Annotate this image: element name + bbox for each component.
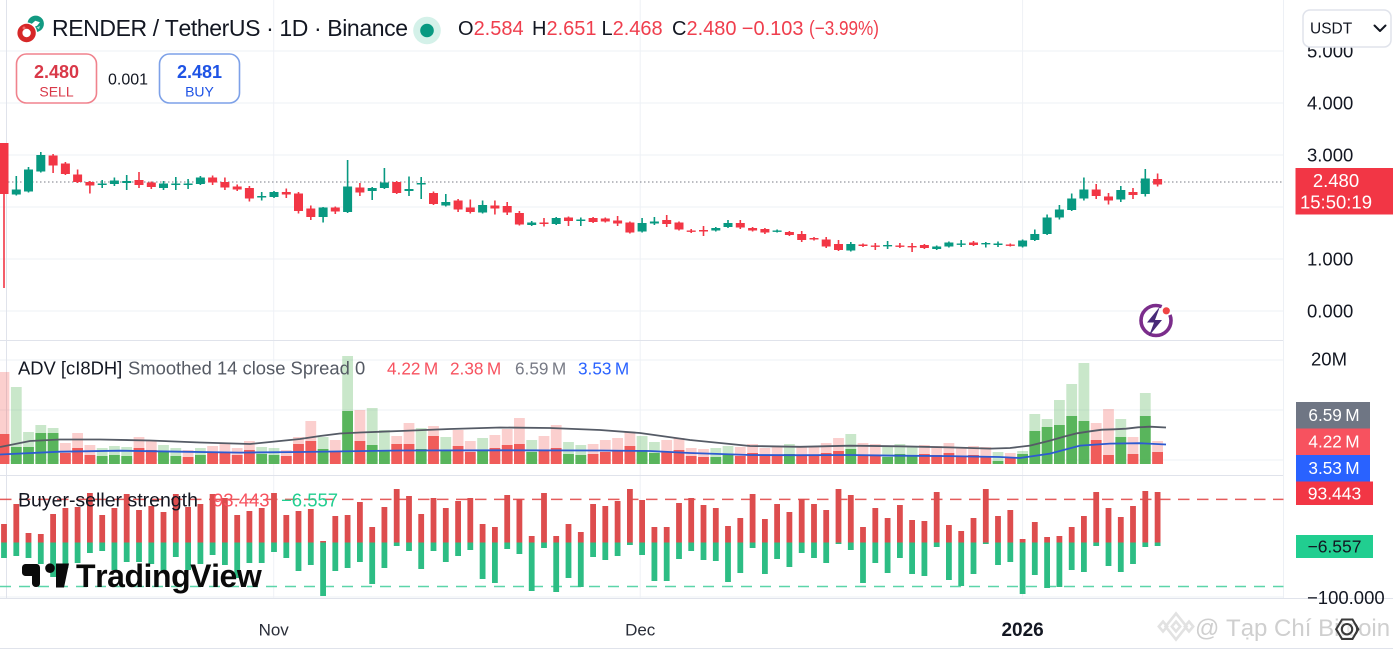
svg-text:2.480: 2.480	[1313, 170, 1359, 191]
svg-text:93.443: 93.443	[1308, 484, 1362, 504]
svg-text:L2.468: L2.468	[602, 18, 663, 40]
svg-text:3.000: 3.000	[1307, 145, 1353, 166]
svg-text:4.22 M: 4.22 M	[1308, 432, 1359, 452]
svg-text:(−3.99%): (−3.99%)	[809, 18, 879, 40]
svg-text:6.59 M: 6.59 M	[1308, 405, 1359, 425]
svg-text:O2.584: O2.584	[458, 18, 524, 40]
svg-text:RENDER / TetherUS · 1D · Binan: RENDER / TetherUS · 1D · Binance	[52, 15, 408, 41]
svg-text:1.000: 1.000	[1307, 249, 1353, 270]
svg-text:20M: 20M	[1311, 349, 1347, 370]
svg-text:0.000: 0.000	[1307, 301, 1353, 322]
svg-text:15:50:19: 15:50:19	[1300, 192, 1372, 213]
svg-text:SELL: SELL	[39, 84, 73, 100]
svg-text:−6.557: −6.557	[1307, 537, 1361, 557]
svg-text:2.481: 2.481	[177, 62, 222, 82]
svg-text:3.53 M: 3.53 M	[1308, 458, 1359, 478]
svg-text:4.000: 4.000	[1307, 93, 1353, 114]
svg-text:Smoothed 14 close Spread 0: Smoothed 14 close Spread 0	[128, 358, 365, 379]
svg-text:2.480: 2.480	[34, 62, 79, 82]
svg-text:Buyer-seller strength: Buyer-seller strength	[18, 490, 198, 512]
svg-text:USDT: USDT	[1310, 21, 1353, 38]
svg-text:−0.103: −0.103	[742, 18, 804, 40]
svg-text:Nov: Nov	[259, 621, 290, 640]
svg-text:−6.557: −6.557	[281, 490, 338, 511]
svg-text:C2.480: C2.480	[672, 18, 737, 40]
svg-text:ADV [cI8DH]: ADV [cI8DH]	[18, 358, 122, 379]
svg-text:@ Tạp Chí Bitcoin: @ Tạp Chí Bitcoin	[1195, 615, 1390, 642]
svg-text:4.22 M: 4.22 M	[387, 359, 438, 379]
svg-text:93.443: 93.443	[213, 490, 270, 511]
svg-text:H2.651: H2.651	[532, 18, 597, 40]
svg-text:Dec: Dec	[625, 621, 656, 640]
svg-text:2.38 M: 2.38 M	[450, 359, 501, 379]
svg-text:TradingView: TradingView	[76, 558, 262, 594]
svg-text:6.59 M: 6.59 M	[515, 359, 566, 379]
svg-text:0.001: 0.001	[108, 72, 148, 89]
svg-text:BUY: BUY	[185, 84, 214, 100]
svg-text:3.53 M: 3.53 M	[578, 359, 629, 379]
svg-text:−100.000: −100.000	[1307, 587, 1385, 608]
svg-text:2026: 2026	[1001, 620, 1043, 641]
